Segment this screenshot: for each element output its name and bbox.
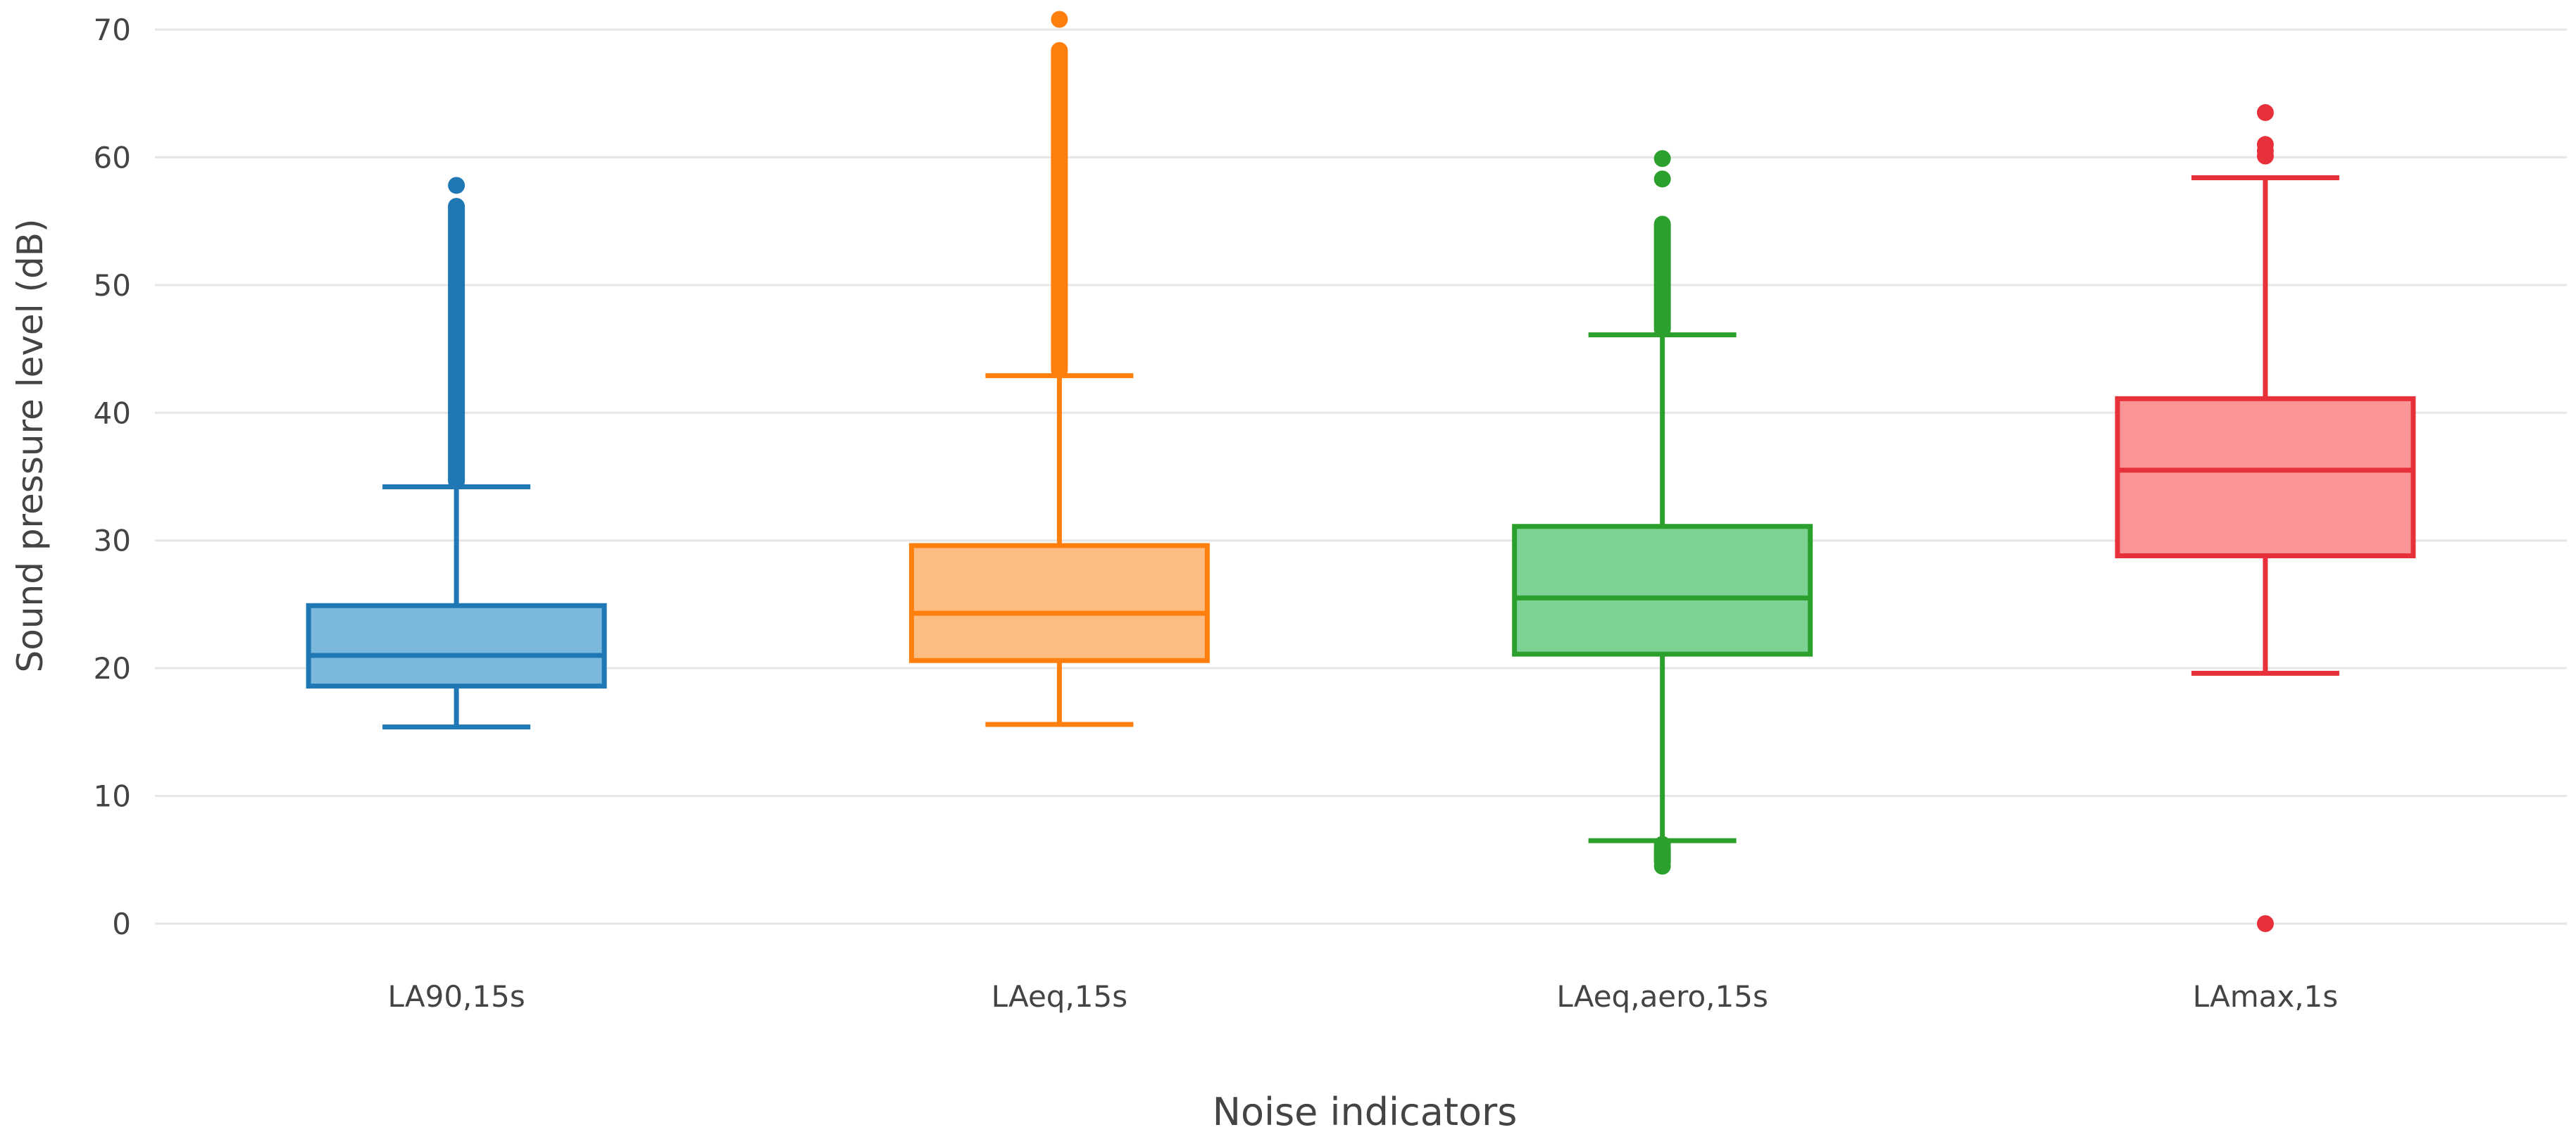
x-tick-label-0: LA90,15s xyxy=(388,979,525,1014)
outlier-point-1-0 xyxy=(1051,11,1068,28)
y-tick-label-0: 0 xyxy=(112,907,131,941)
x-tick-label-1: LAeq,15s xyxy=(992,979,1128,1014)
box-iqr-1 xyxy=(908,543,1210,663)
x-tick-label-2: LAeq,aero,15s xyxy=(1556,979,1768,1014)
box-series-2 xyxy=(1512,150,1813,875)
y-tick-label-70: 70 xyxy=(94,13,131,47)
outlier-point-3-2 xyxy=(2256,136,2274,153)
outlier-point-0-0 xyxy=(448,177,465,194)
box-series-1 xyxy=(908,11,1210,727)
outlier-point-2-0 xyxy=(1653,170,1671,188)
y-tick-label-20: 20 xyxy=(94,651,131,686)
x-axis-title: Noise indicators xyxy=(1213,1090,1518,1134)
outlier-band-high-0 xyxy=(448,198,465,490)
y-tick-labels: 0 10 20 30 40 50 60 70 xyxy=(94,13,131,941)
box-series-0 xyxy=(306,177,607,730)
box-layer xyxy=(306,11,2416,932)
box-series-3 xyxy=(2115,103,2416,932)
outlier-band-high-1 xyxy=(1051,42,1068,379)
y-tick-label-10: 10 xyxy=(94,779,131,814)
y-tick-label-40: 40 xyxy=(94,396,131,430)
y-tick-label-60: 60 xyxy=(94,140,131,175)
outlier-point-2-1 xyxy=(1653,150,1671,168)
box-iqr-3 xyxy=(2115,396,2416,558)
outlier-band-high-2 xyxy=(1653,215,1671,338)
y-tick-label-30: 30 xyxy=(94,524,131,558)
box-iqr-0 xyxy=(306,603,607,689)
outlier-point-3-4 xyxy=(2256,915,2274,932)
x-tick-label-3: LAmax,1s xyxy=(2193,979,2339,1014)
outlier-point-2-5 xyxy=(1653,857,1671,875)
outlier-point-3-3 xyxy=(2256,103,2274,121)
y-axis-title: Sound pressure level (dB) xyxy=(10,218,51,672)
box-iqr-2 xyxy=(1512,524,1813,657)
x-tick-labels: LA90,15s LAeq,15s LAeq,aero,15s LAmax,1s xyxy=(388,979,2339,1014)
y-tick-label-50: 50 xyxy=(94,268,131,303)
